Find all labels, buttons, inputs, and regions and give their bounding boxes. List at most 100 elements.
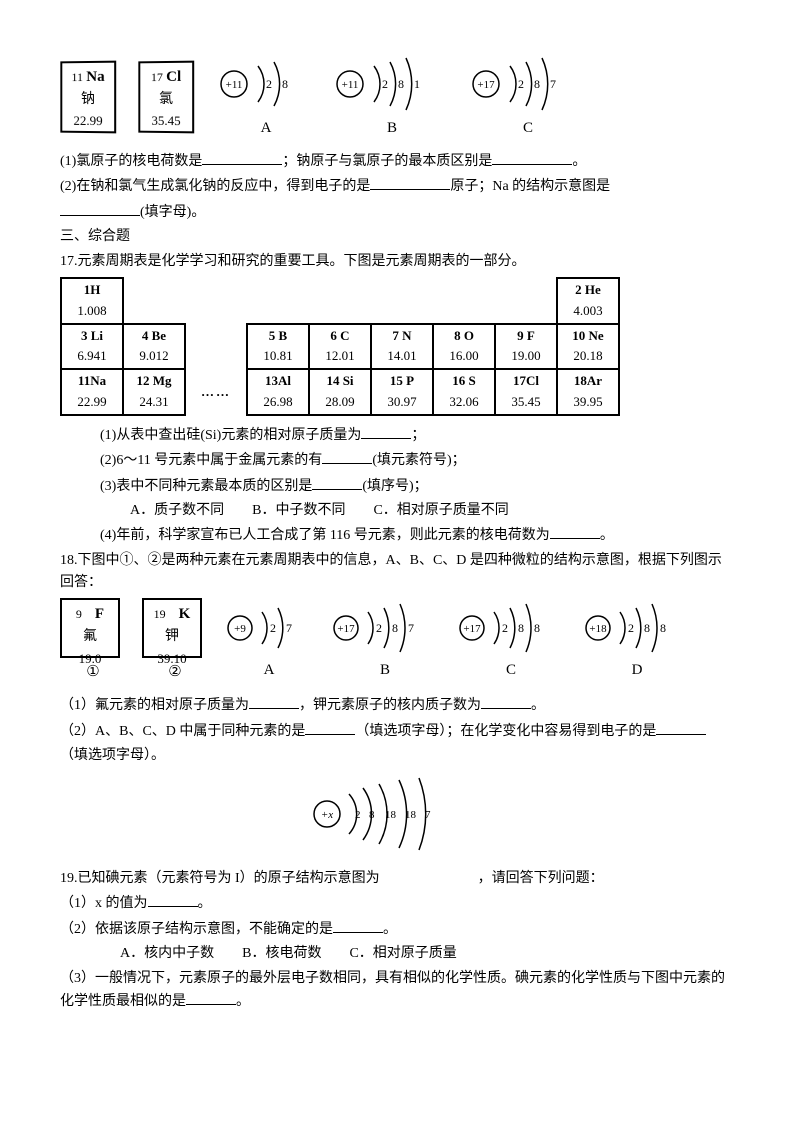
card-f: 9 F 氟 19.0 ① xyxy=(60,598,126,684)
blank xyxy=(361,424,411,439)
atom-18c: +17 2 8 8 C xyxy=(456,600,566,682)
atom-b-svg: +11 2 8 1 xyxy=(332,54,452,114)
blank xyxy=(322,449,372,464)
q19-title: 19.已知碘元素（元素符号为 I）的原子结构示意图为 ，请回答下列问题： xyxy=(60,868,734,890)
card-cl: 17 Cl 氯 35.45 xyxy=(138,61,194,134)
blank xyxy=(148,892,198,907)
q16-1a: (1)氯原子的核电荷数是 xyxy=(60,154,202,169)
cl-mass: 35.45 xyxy=(142,111,190,132)
q17-s2: (2)6～11 号元素中属于金属元素的有(填元素符号)； xyxy=(60,449,734,472)
q18-s2: （2）A、B、C、D 中属于同种元素的是（填选项字母）；在化学变化中容易得到电子… xyxy=(60,720,734,743)
atom-a: +11 2 8 A xyxy=(216,54,316,140)
svg-text:7: 7 xyxy=(550,77,556,91)
q19-s1: （1）x 的值为。 xyxy=(60,892,734,915)
q19-atom: +x 2 8 18 18 7 xyxy=(60,774,734,862)
q17-s1: (1)从表中查出硅(Si)元素的相对原子质量为； xyxy=(60,424,734,447)
svg-text:2: 2 xyxy=(502,621,508,635)
q17-s3: (3)表中不同种元素最本质的区别是(填序号)； xyxy=(60,475,734,498)
q16-3a: (填字母)。 xyxy=(140,205,205,220)
svg-text:2: 2 xyxy=(376,621,382,635)
svg-text:18: 18 xyxy=(385,809,397,821)
q16-1c: 。 xyxy=(572,154,586,169)
cell-ar: 18Ar39.95 xyxy=(557,369,619,415)
atom-a-svg: +11 2 8 xyxy=(216,54,316,114)
atom-c: +17 2 8 7 C xyxy=(468,54,588,140)
cl-num: 17 xyxy=(151,70,163,84)
atom-b-label: B xyxy=(387,116,397,140)
na-name: 钠 xyxy=(64,89,112,112)
svg-text:2: 2 xyxy=(382,77,388,91)
q17-s4: (4)年前，科学家宣布已人工合成了第 116 号元素，则此元素的核电荷数为。 xyxy=(60,524,734,547)
blank xyxy=(186,990,236,1005)
q18-s1: （1）氟元素的相对原子质量为，钾元素原子的核内质子数为。 xyxy=(60,694,734,717)
atom-18b: +17 2 8 7 B xyxy=(330,600,440,682)
section-3: 三、综合题 xyxy=(60,226,734,248)
q16-1: (1)氯原子的核电荷数是 ；钠原子与氯原子的最本质区别是 。 xyxy=(60,150,734,173)
q19-s2opt: A．核内中子数 B．核电荷数 C．相对原子质量 xyxy=(60,943,734,965)
blank xyxy=(305,720,355,735)
atom-c-label: C xyxy=(523,116,533,140)
svg-text:8: 8 xyxy=(392,621,398,635)
svg-text:2: 2 xyxy=(628,621,634,635)
svg-text:+11: +11 xyxy=(226,79,243,91)
blank xyxy=(550,524,600,539)
svg-text:1: 1 xyxy=(414,77,420,91)
blank xyxy=(312,475,362,490)
cl-sym: Cl xyxy=(166,69,181,85)
cell-he: 2 He4.003 xyxy=(557,278,619,324)
svg-text:8: 8 xyxy=(644,621,650,635)
svg-text:2: 2 xyxy=(518,77,524,91)
svg-text:8: 8 xyxy=(534,77,540,91)
q18-title: 18.下图中①、②是两种元素在元素周期表中的信息，A、B、C、D 是四种微粒的结… xyxy=(60,550,734,595)
q16-2b: 原子；Na 的结构示意图是 xyxy=(450,179,610,194)
q16-2: (2)在钠和氯气生成氯化钠的反应中，得到电子的是 原子；Na 的结构示意图是 xyxy=(60,175,734,198)
svg-text:+9: +9 xyxy=(234,623,246,635)
blank xyxy=(492,150,572,165)
svg-text:2: 2 xyxy=(266,77,272,91)
svg-text:+18: +18 xyxy=(589,623,607,635)
blank xyxy=(60,201,140,216)
atom-b: +11 2 8 1 B xyxy=(332,54,452,140)
cell-na: 11Na22.99 xyxy=(61,369,123,415)
q16-2a: (2)在钠和氯气生成氯化钠的反应中，得到电子的是 xyxy=(60,179,370,194)
q16-3: (填字母)。 xyxy=(60,201,734,224)
svg-text:8: 8 xyxy=(518,621,524,635)
cell-o: 8 O16.00 xyxy=(433,324,495,370)
cell-al: 13Al26.98 xyxy=(247,369,309,415)
na-mass: 22.99 xyxy=(64,111,112,132)
svg-text:2: 2 xyxy=(355,809,361,821)
cl-name: 氯 xyxy=(142,89,190,112)
na-num: 11 xyxy=(72,70,83,84)
dots: …… xyxy=(185,369,247,415)
svg-text:+17: +17 xyxy=(463,623,481,635)
periodic-table: 1H1.008 2 He4.003 3 Li6.941 4 Be9.012 5 … xyxy=(60,277,620,416)
svg-text:7: 7 xyxy=(286,621,292,635)
svg-text:8: 8 xyxy=(369,809,375,821)
cell-h: 1H1.008 xyxy=(61,278,123,324)
q16-1b: ；钠原子与氯原子的最本质区别是 xyxy=(282,154,492,169)
svg-text:2: 2 xyxy=(270,621,276,635)
cell-f: 9 F19.00 xyxy=(495,324,557,370)
svg-text:8: 8 xyxy=(534,621,540,635)
card-k: 19 K 钾 39.10 ② xyxy=(142,598,208,684)
q19-s3: （3）一般情况下，元素原子的最外层电子数相同，具有相似的化学性质。碘元素的化学性… xyxy=(60,968,734,1014)
svg-text:18: 18 xyxy=(405,809,417,821)
svg-text:8: 8 xyxy=(398,77,404,91)
q19-s2: （2）依据该原子结构示意图，不能确定的是。 xyxy=(60,918,734,941)
cell-li: 3 Li6.941 xyxy=(61,324,123,370)
cell-p: 15 P30.97 xyxy=(371,369,433,415)
q17-s3opt: A．质子数不同 B．中子数不同 C．相对原子质量不同 xyxy=(60,500,734,522)
fig18-row: 9 F 氟 19.0 ① 19 K 钾 39.10 ② +9 2 7 A +17… xyxy=(60,598,734,684)
q17-title: 17.元素周期表是化学学习和研究的重要工具。下图是元素周期表的一部分。 xyxy=(60,251,734,273)
atom-a-label: A xyxy=(261,116,272,140)
cell-si: 14 Si28.09 xyxy=(309,369,371,415)
blank xyxy=(249,694,299,709)
q18-s2c: （填选项字母）。 xyxy=(60,745,734,767)
svg-text:+17: +17 xyxy=(337,623,355,635)
na-sym: Na xyxy=(86,69,104,85)
svg-text:+11: +11 xyxy=(342,79,359,91)
svg-text:8: 8 xyxy=(282,77,288,91)
cell-ne: 10 Ne20.18 xyxy=(557,324,619,370)
fig16-row: 11 Na 钠 22.99 17 Cl 氯 35.45 +11 2 8 A +1… xyxy=(60,54,734,140)
svg-text:7: 7 xyxy=(408,621,414,635)
